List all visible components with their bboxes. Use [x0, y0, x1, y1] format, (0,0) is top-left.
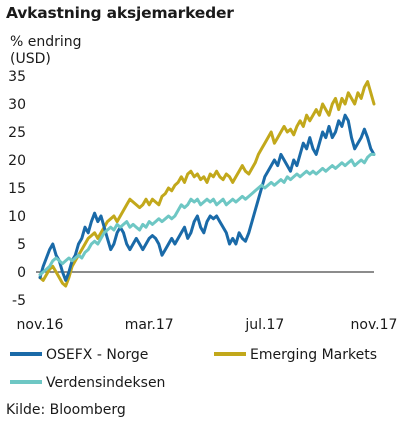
y-tick-label: 20	[8, 153, 26, 169]
series-group	[38, 80, 376, 288]
y-tick-label: 10	[8, 209, 26, 225]
y-tick-label: 5	[17, 237, 26, 253]
x-tick-label: jul.17	[244, 317, 284, 333]
y-tick-label: 0	[17, 265, 26, 281]
x-tick-label: mar.17	[125, 317, 174, 333]
legend-label: Emerging Markets	[250, 347, 377, 363]
legend-label: Verdensindeksen	[46, 375, 165, 391]
y-tick-label: 15	[8, 181, 26, 197]
x-tick-label: nov.16	[17, 317, 64, 333]
x-tick-label: nov.17	[351, 317, 398, 333]
y-axis-label: % endring (USD)	[10, 34, 82, 68]
series-line-0	[38, 113, 376, 282]
series-line-2	[38, 152, 376, 277]
y-tick-label: 25	[8, 125, 26, 141]
y-tick-label: -5	[12, 293, 26, 309]
source-note: Kilde: Bloomberg	[6, 402, 126, 418]
series-line-1	[38, 80, 376, 288]
y-tick-label: 35	[8, 69, 26, 85]
y-axis-label-line-1: % endring	[10, 34, 82, 50]
legend-label: OSEFX - Norge	[46, 347, 148, 363]
y-tick-label: 30	[8, 97, 26, 113]
x-axis-ticks: nov.16 mar.17 jul.17 nov.17	[17, 317, 398, 333]
legend: OSEFX - Norge Emerging Markets Verdensinde…	[10, 347, 377, 391]
y-axis-label-line-2: (USD)	[10, 51, 51, 67]
chart-title: Avkastning aksjemarkeder	[6, 4, 234, 22]
y-axis-ticks: 35 30 25 20 15 10 5 0 -5	[8, 69, 26, 309]
